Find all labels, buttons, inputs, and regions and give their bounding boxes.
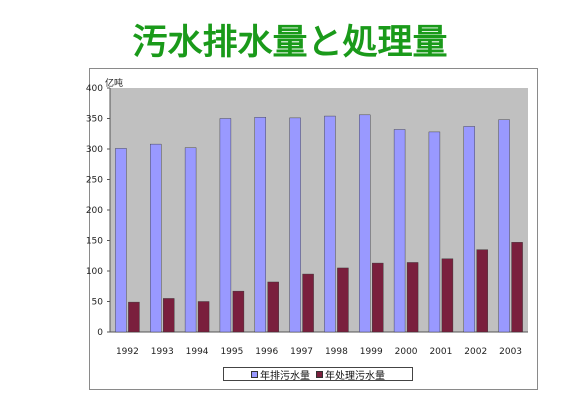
x-tick-label: 1999 [360, 347, 383, 357]
bar-treated-2002 [476, 249, 488, 333]
bar-treated-1998 [337, 267, 349, 333]
x-tick-label: 1993 [151, 347, 174, 357]
legend-label-discharge: 年排污水量 [260, 370, 310, 382]
bar-discharge-1995 [219, 118, 232, 333]
legend-label-treated: 年处理污水量 [325, 370, 385, 382]
x-tick-label: 2002 [464, 347, 487, 357]
bar-discharge-1998 [324, 115, 336, 333]
plot-area [110, 88, 528, 332]
bar-discharge-1999 [359, 114, 371, 333]
bar-discharge-2003 [498, 119, 510, 333]
y-tick-label: 400 [86, 84, 103, 94]
bar-treated-1995 [232, 290, 245, 333]
y-tick-label: 100 [86, 267, 103, 277]
x-tick-label: 1995 [220, 347, 243, 357]
x-tick-label: 1992 [116, 347, 139, 357]
x-tick-label: 1998 [325, 347, 348, 357]
y-tick-label: 200 [86, 206, 103, 216]
chart-legend: 年排污水量 年处理污水量 [223, 367, 413, 382]
y-tick-label: 0 [97, 328, 103, 338]
y-tick-label: 50 [92, 298, 104, 308]
x-tick-label: 2003 [499, 347, 522, 357]
y-unit-label: 亿吨 [105, 77, 123, 89]
bar-treated-1996 [267, 281, 279, 333]
bar-discharge-2001 [428, 131, 441, 333]
legend-swatch-discharge [251, 370, 258, 378]
y-tick-label: 250 [86, 176, 103, 186]
x-tick-label: 1997 [290, 347, 313, 357]
x-tick-label: 2001 [429, 347, 452, 357]
legend-swatch-treated [316, 370, 323, 378]
x-tick-label: 1996 [255, 347, 278, 357]
y-tick-label: 150 [86, 237, 103, 247]
y-tick-label: 350 [86, 115, 103, 125]
bar-treated-1993 [163, 298, 175, 333]
bar-treated-1999 [372, 262, 384, 333]
x-tick-label: 1994 [186, 347, 209, 357]
bar-discharge-2002 [463, 126, 475, 333]
bar-discharge-1997 [289, 117, 301, 333]
bar-treated-2000 [406, 262, 419, 333]
legend-item-discharge: 年排污水量 [251, 367, 310, 382]
bar-discharge-1992 [115, 148, 127, 333]
y-tick-label: 300 [86, 145, 103, 155]
bar-discharge-1996 [254, 117, 266, 333]
x-tick-label: 2000 [395, 347, 418, 357]
bar-discharge-2000 [393, 129, 406, 333]
legend-item-treated: 年处理污水量 [316, 367, 385, 382]
bar-treated-1992 [128, 301, 140, 333]
bar-treated-2003 [511, 242, 523, 333]
bar-treated-1994 [197, 301, 210, 333]
bar-treated-2001 [441, 258, 454, 333]
bar-treated-1997 [302, 273, 314, 333]
bar-discharge-1994 [184, 147, 197, 333]
page-title: 汚水排水量と処理量 [132, 23, 448, 63]
bar-discharge-1993 [150, 143, 162, 333]
